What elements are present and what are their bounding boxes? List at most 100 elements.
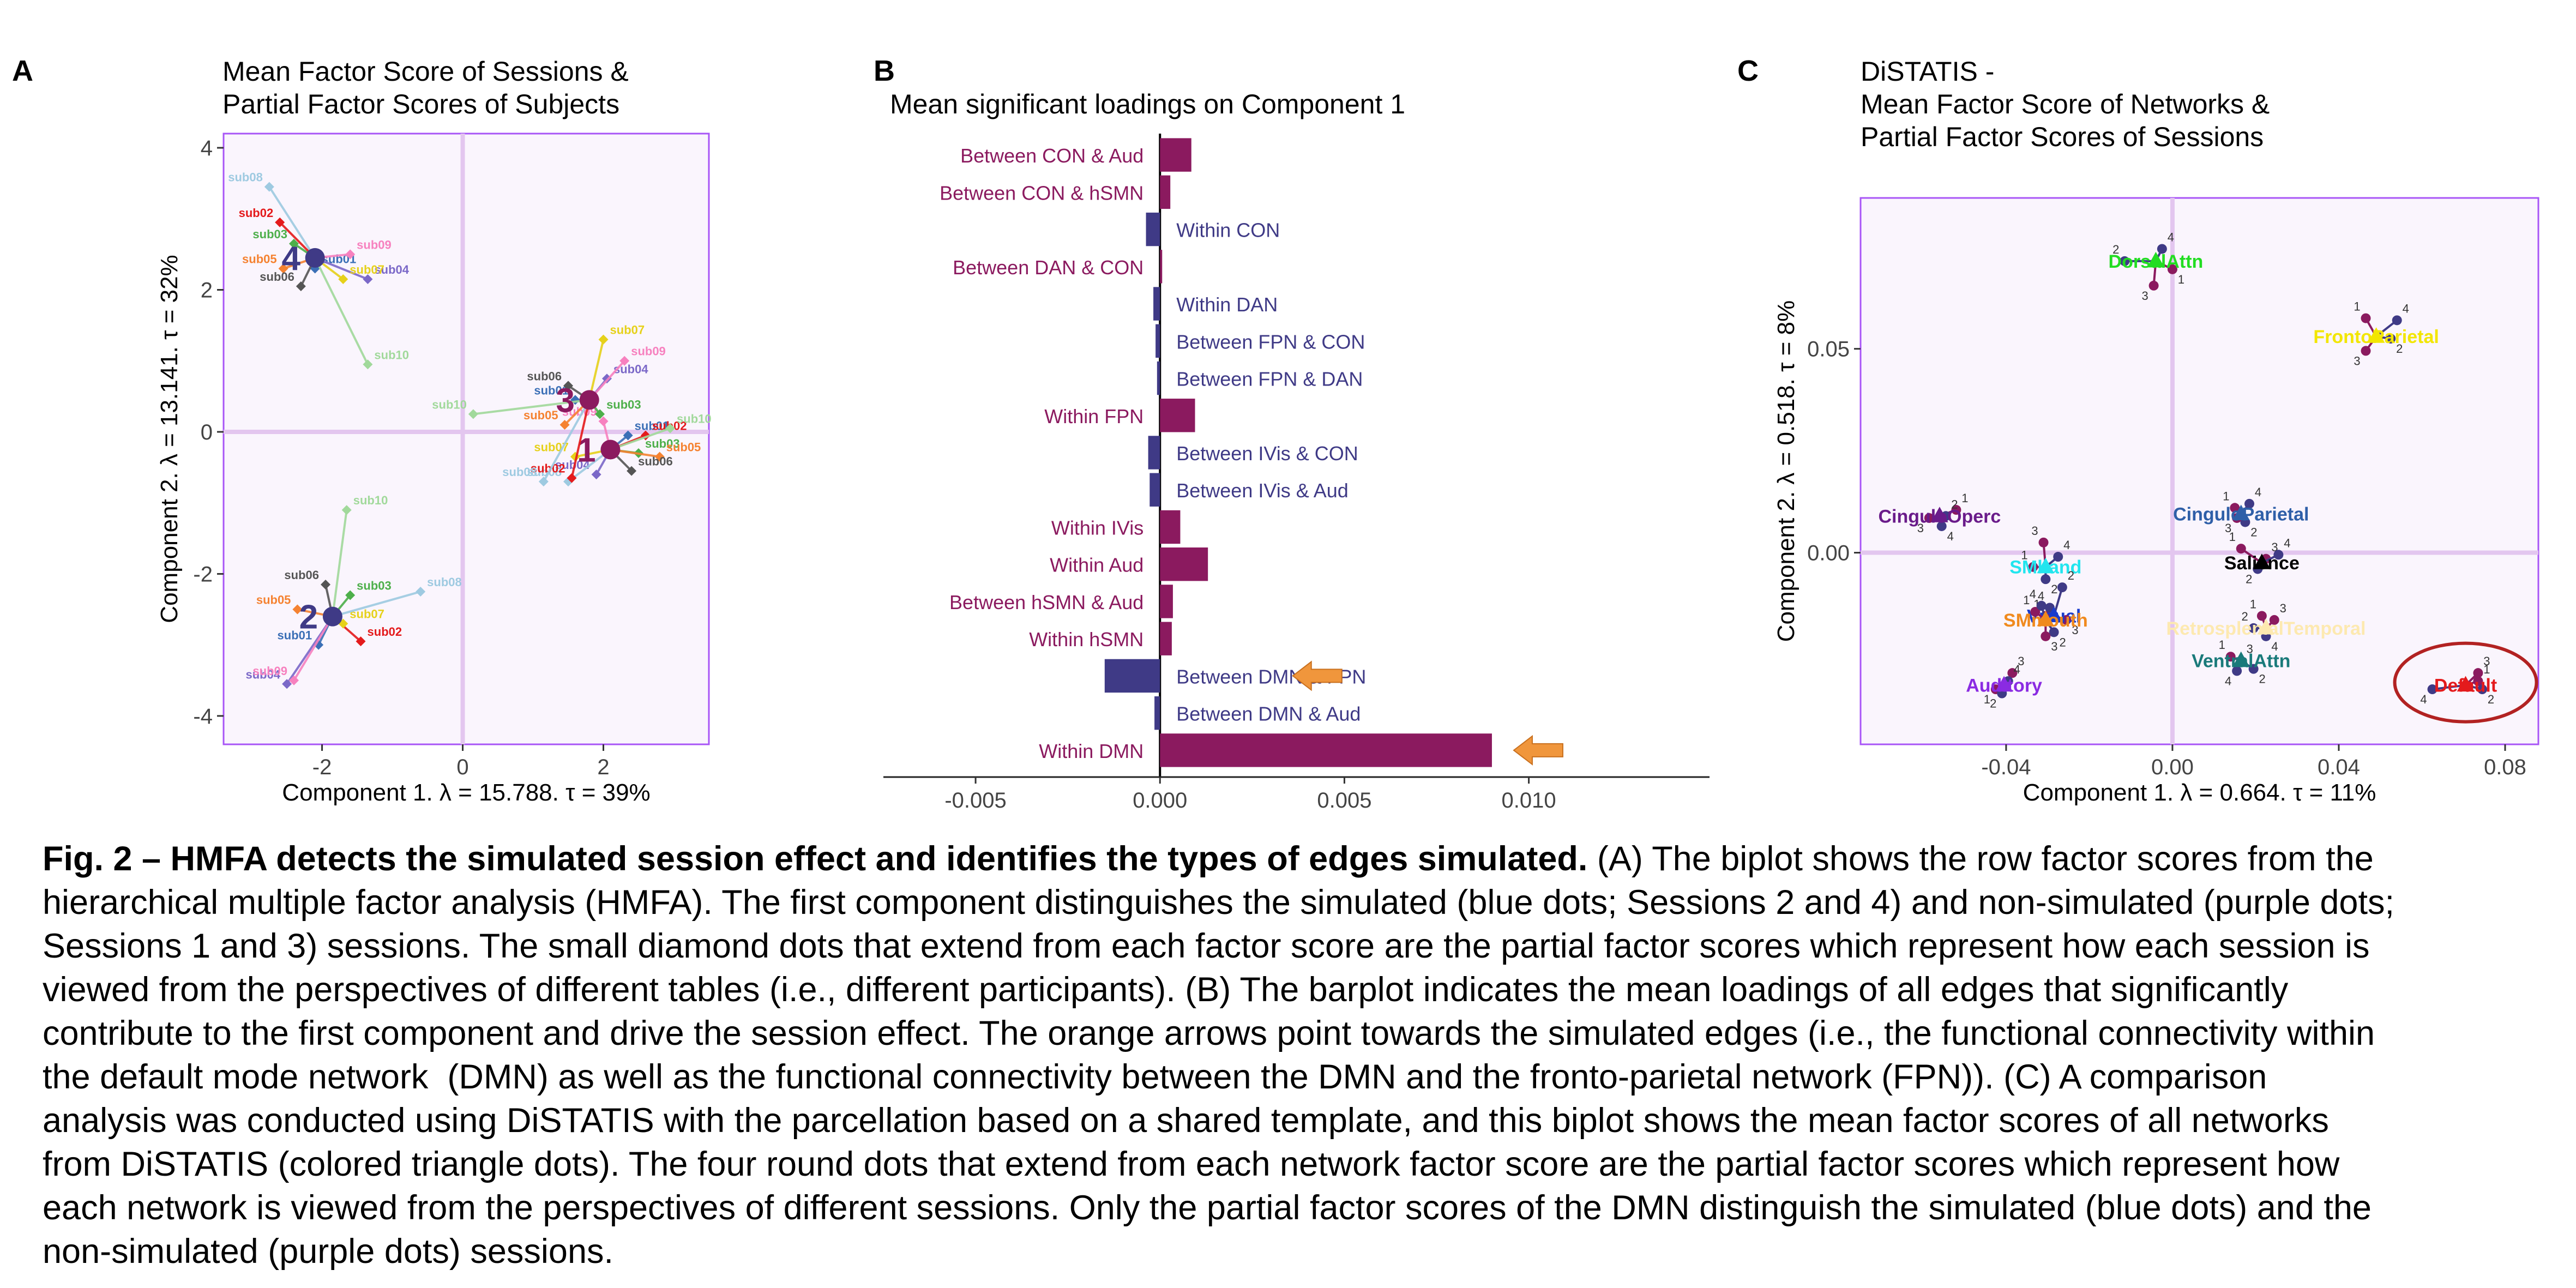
session-number-label: 2	[2112, 243, 2119, 256]
bar	[1148, 436, 1160, 470]
partial-score-diamond	[363, 274, 373, 284]
partial-score-diamond	[619, 356, 630, 366]
network-label: SMmouth	[2003, 610, 2088, 631]
partial-score-diamond	[363, 359, 373, 370]
partial-score-line	[293, 616, 334, 681]
bar-label: Within IVis	[1051, 516, 1143, 539]
partial-score-dot	[2236, 544, 2246, 554]
y-tick-label: 0	[201, 420, 213, 444]
network-label: CinguloOperc	[1878, 506, 2001, 527]
x-tick-label: -0.04	[1981, 755, 2031, 779]
partial-score-dot	[2473, 676, 2483, 687]
session-number-label: 3	[2018, 654, 2024, 668]
caption-line: the default mode network (DMN) as well a…	[43, 1058, 2267, 1096]
partial-score-diamond	[288, 675, 299, 685]
bar-label: Between DAN & CON	[953, 256, 1143, 279]
network-label: CinguloParietal	[2173, 504, 2309, 525]
session-factor-score	[305, 248, 325, 268]
partial-score-dot	[2030, 606, 2041, 617]
network-factor-score-triangle	[2257, 618, 2275, 635]
x-tick-label: 0.08	[2484, 755, 2526, 779]
session-number-label: 1	[2250, 597, 2256, 611]
partial-score-dot	[2230, 503, 2240, 513]
bar-label: Within FPN	[1044, 405, 1143, 428]
partial-score-dot	[2028, 562, 2038, 572]
partial-score-diamond	[567, 473, 577, 483]
partial-score-dot	[2386, 333, 2396, 344]
bar-label: Between DMN & Aud	[1176, 703, 1361, 725]
session-number-label: 1	[2229, 530, 2236, 544]
session-factor-score	[600, 440, 621, 460]
partial-score-dot	[2041, 574, 2051, 585]
partial-score-line	[473, 399, 589, 416]
partial-score-diamond	[538, 477, 549, 487]
bar	[1160, 585, 1173, 618]
network-factor-score-triangle	[2147, 251, 2165, 268]
highlight-ellipse	[2393, 641, 2538, 724]
bar-label: Between hSMN & Aud	[949, 591, 1143, 613]
session-number-label: 3	[1917, 521, 1924, 535]
bar-label: Within DAN	[1176, 293, 1278, 316]
partial-score-label: sub08	[228, 171, 263, 184]
partial-score-dot	[2392, 315, 2402, 326]
partial-score-label: sub05	[523, 408, 558, 422]
session-number-label: 1	[1961, 491, 1968, 505]
session-number-label: 2	[2059, 635, 2066, 649]
session-number-label: 2	[2068, 569, 2074, 582]
x-tick-label: 0	[456, 755, 468, 779]
session-number-label: 2	[2488, 693, 2494, 706]
session-number-label: 2	[2051, 582, 2057, 596]
partial-score-label: sub03	[645, 437, 680, 450]
bar	[1160, 547, 1208, 581]
partial-score-dot	[2007, 668, 2018, 678]
bar	[1160, 175, 1171, 209]
orange-arrow	[1513, 735, 1563, 766]
session-number-label: 4	[2255, 485, 2261, 499]
session-number-label: 2	[2396, 342, 2403, 356]
y-tick-label: -4	[193, 705, 213, 729]
partial-score-dot	[2157, 244, 2167, 254]
partial-score-dot	[2427, 684, 2437, 695]
partial-score-dot	[2049, 627, 2059, 637]
partial-score-line	[332, 591, 421, 618]
caption-line: analysis was conducted using DiSTATIS wi…	[43, 1102, 2329, 1140]
session-factor-score	[579, 390, 599, 410]
caption-bold-lead: Fig. 2 – HMFA detects the simulated sess…	[43, 840, 1588, 878]
session-number-label: 1	[2178, 273, 2184, 286]
caption-line1-rest: (A) The biplot shows the row factor scor…	[1587, 840, 2374, 878]
partial-score-diamond	[356, 636, 366, 647]
bar-label: Within DMN	[1039, 740, 1143, 762]
y-axis-label: Component 2. λ = 0.518. τ = 8%	[1773, 300, 1799, 642]
partial-score-diamond	[338, 274, 348, 284]
partial-score-label: sub07	[610, 323, 645, 337]
bar	[1160, 733, 1492, 767]
y-tick-label: -2	[193, 562, 213, 586]
session-number-label: 1	[2219, 638, 2225, 652]
bar-label: Within hSMN	[1029, 628, 1143, 651]
session-number-label: 4	[2403, 302, 2409, 315]
partial-score-diamond	[468, 409, 478, 419]
partial-score-line	[570, 399, 591, 479]
partial-score-diamond	[559, 419, 570, 430]
partial-score-diamond	[296, 281, 306, 291]
partial-score-dot	[2248, 664, 2259, 674]
network-label: RetrosplenialTemporal	[2166, 618, 2366, 639]
partial-score-dot	[2256, 611, 2267, 621]
partial-score-dot	[2041, 631, 2051, 641]
x-tick-label: -0.005	[944, 789, 1006, 812]
session-number-label: 1	[2021, 549, 2027, 562]
session-number-label: 2	[2250, 525, 2257, 539]
partial-score-label: sub06	[260, 270, 294, 284]
figure-2: A Mean Factor Score of Sessions & Partia…	[12, 55, 2539, 812]
partial-score-dot	[2148, 280, 2159, 291]
partial-score-label: sub10	[677, 412, 712, 425]
session-number-label: 1	[2354, 300, 2360, 314]
panel-c: C DiSTATIS - Mean Factor Score of Networ…	[1737, 55, 2539, 806]
partial-score-diamond	[275, 217, 285, 227]
partial-score-label: sub06	[284, 568, 319, 582]
bar-label: Between CON & Aud	[960, 145, 1143, 167]
x-axis-label: Component 1. λ = 0.664. τ = 11%	[2023, 779, 2376, 806]
partial-score-label: sub06	[527, 369, 562, 383]
partial-score-dot	[2120, 256, 2130, 266]
partial-score-dot	[2036, 600, 2047, 611]
